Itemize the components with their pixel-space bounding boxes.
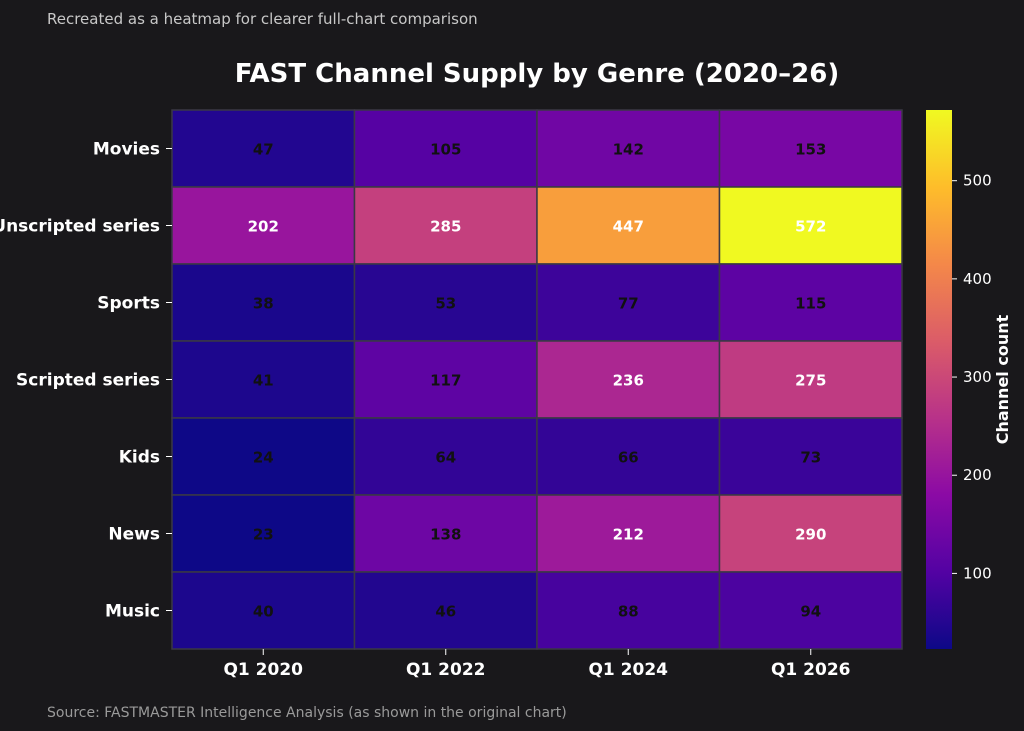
colorbar-tick-label: 300	[963, 368, 992, 386]
cell-value-label: 94	[800, 603, 821, 621]
y-tick-label-kids: Kids	[119, 448, 160, 468]
x-axis-labels: Q1 2020 Q1 2022 Q1 2024 Q1 2026	[223, 649, 851, 680]
heatmap-cell-music-q1-2026	[718, 571, 903, 650]
cell-value-label: 142	[613, 141, 644, 159]
colorbar-tick-label: 500	[963, 172, 992, 190]
cell-value-label: 64	[435, 449, 456, 467]
heatmap-cell-news-q1-2020	[171, 494, 356, 573]
x-tick-label-q1-2026: Q1 2026	[771, 660, 851, 680]
cell-value-label: 202	[248, 218, 279, 236]
cell-value-label: 115	[795, 295, 826, 313]
heatmap-cell-news-q1-2026	[718, 494, 903, 573]
cell-value-label: 105	[430, 141, 461, 159]
heatmap-cell-movies-q1-2024	[536, 109, 721, 188]
cell-value-label: 77	[618, 295, 639, 313]
y-tick-label-movies: Movies	[93, 140, 160, 160]
cell-value-label: 41	[253, 372, 274, 390]
heatmap-cell-unscripted-series-q1-2022	[353, 186, 538, 265]
cell-value-label: 73	[800, 449, 821, 467]
y-axis-labels: Movies Unscripted series Sports Scripted se…	[0, 140, 172, 622]
cell-value-label: 40	[253, 603, 274, 621]
chart-note: Recreated as a heatmap for clearer full-…	[47, 10, 478, 28]
cell-value-label: 236	[613, 372, 644, 390]
cell-value-label: 138	[430, 526, 461, 544]
y-tick-label-scripted-series: Scripted series	[16, 371, 160, 391]
heatmap-cell-unscripted-series-q1-2026	[718, 186, 903, 265]
heatmap-cell-scripted-series-q1-2022	[353, 340, 538, 419]
heatmap-cell-news-q1-2022	[353, 494, 538, 573]
y-tick-label-unscripted-series: Unscripted series	[0, 217, 160, 237]
cell-value-label: 46	[435, 603, 456, 621]
heatmap-cell-scripted-series-q1-2026	[718, 340, 903, 419]
cell-value-label: 285	[430, 218, 461, 236]
colorbar-title: Channel count	[993, 314, 1012, 444]
x-tick-label-q1-2020: Q1 2020	[223, 660, 303, 680]
colorbar-tick-label: 200	[963, 466, 992, 484]
heatmap-cell-news-q1-2024	[536, 494, 721, 573]
heatmap-cell-kids-q1-2022	[353, 417, 538, 496]
heatmap-cell-kids-q1-2026	[718, 417, 903, 496]
heatmap-cell-music-q1-2020	[171, 571, 356, 650]
heatmap-cell-movies-q1-2020	[171, 109, 356, 188]
cell-value-label: 447	[613, 218, 644, 236]
heatmap-cell-music-q1-2024	[536, 571, 721, 650]
cell-value-label: 66	[618, 449, 639, 467]
colorbar-tick-label: 100	[963, 564, 992, 582]
colorbar-tick-label: 400	[963, 270, 992, 288]
cell-value-label: 212	[613, 526, 644, 544]
y-tick-label-news: News	[108, 525, 160, 545]
y-tick-label-music: Music	[105, 602, 160, 622]
cell-value-label: 24	[253, 449, 274, 467]
cell-value-label: 572	[795, 218, 826, 236]
heatmap-cell-sports-q1-2022	[353, 263, 538, 342]
cell-value-label: 153	[795, 141, 826, 159]
colorbar-gradient	[926, 110, 952, 649]
x-tick-label-q1-2022: Q1 2022	[406, 660, 486, 680]
source-note: Source: FASTMASTER Intelligence Analysis…	[47, 705, 567, 721]
chart-title: FAST Channel Supply by Genre (2020–26)	[235, 59, 839, 89]
cell-value-label: 53	[435, 295, 456, 313]
cell-value-label: 88	[618, 603, 639, 621]
heatmap-cell-movies-q1-2022	[353, 109, 538, 188]
colorbar: 100 200 300 400 500 Channel count	[926, 110, 1012, 649]
heatmap-cell-kids-q1-2024	[536, 417, 721, 496]
cell-value-label: 47	[253, 141, 274, 159]
cell-value-label: 290	[795, 526, 826, 544]
cell-value-label: 23	[253, 526, 274, 544]
x-tick-label-q1-2024: Q1 2024	[588, 660, 668, 680]
heatmap-cell-movies-q1-2026	[718, 109, 903, 188]
y-tick-label-sports: Sports	[97, 294, 160, 314]
cell-value-label: 275	[795, 372, 826, 390]
cell-value-label: 117	[430, 372, 461, 390]
cell-value-label: 38	[253, 295, 274, 313]
heatmap-cell-sports-q1-2026	[718, 263, 903, 342]
